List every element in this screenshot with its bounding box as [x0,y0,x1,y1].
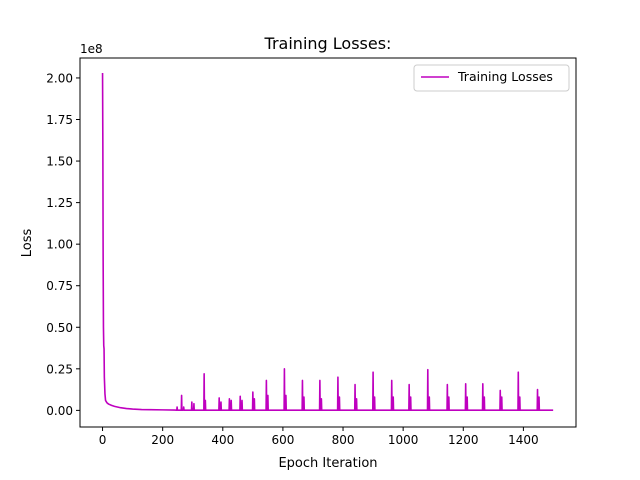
y-tick-label: 0.50 [46,321,73,335]
y-offset-label: 1e8 [80,42,103,56]
legend: Training Losses [413,64,570,92]
y-tick-label: 0.25 [46,362,73,376]
axis-ticks: 0 200 400 600 800 1000 1200 1400 0.00 0.25 0.50 0.7… [46,71,538,447]
y-tick-label: 1.00 [46,238,73,252]
x-tick-label: 800 [332,433,355,447]
chart-title: Training Losses: [264,34,392,53]
y-tick-label: 1.75 [46,113,73,127]
training-losses-line [101,72,554,412]
y-axis-label: Loss [20,229,35,258]
y-tick-label: 0.00 [46,404,73,418]
y-tick-label: 1.50 [46,155,73,169]
x-tick-label: 0 [99,433,107,447]
x-tick-label: 400 [211,433,234,447]
x-tick-label: 1200 [448,433,479,447]
y-tick-label: 0.75 [46,279,73,293]
x-axis-label: Epoch Iteration [278,456,377,471]
x-tick-label: 1000 [388,433,419,447]
x-tick-label: 600 [271,433,294,447]
y-tick-label: 1.25 [46,196,73,210]
y-tick-label: 2.00 [46,71,73,85]
legend-label: Training Losses [457,69,553,84]
x-tick-label: 1400 [508,433,539,447]
plot-frame [79,57,577,428]
legend-box [413,64,570,92]
x-tick-label: 200 [151,433,174,447]
plot-area [101,72,554,412]
